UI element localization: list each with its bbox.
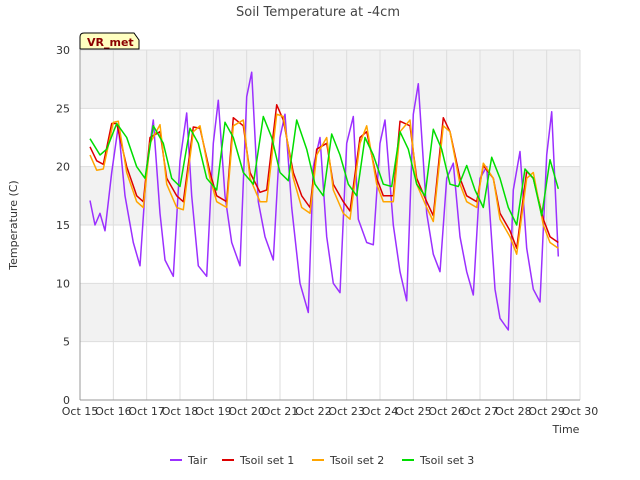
x-tick-label: Oct 18 (162, 405, 199, 418)
legend: Tair Tsoil set 1 Tsoil set 2 Tsoil set 3 (170, 454, 474, 467)
x-tick-label: Oct 15 (62, 405, 99, 418)
badge-text: VR_met (87, 36, 134, 49)
axes (79, 50, 580, 401)
badge-box (79, 32, 140, 50)
chart-title: Soil Temperature at -4cm (236, 5, 400, 20)
x-tick-label: Oct 29 (528, 405, 565, 418)
vr-met-badge: VR_met (79, 32, 140, 50)
y-tick-label: 0 (63, 394, 70, 407)
x-axis-label: Time (552, 423, 580, 436)
y-tick-label: 10 (56, 277, 70, 290)
x-tick-label: Oct 19 (195, 405, 232, 418)
y-tick-label: 20 (56, 161, 70, 174)
x-tick-label: Oct 20 (228, 405, 265, 418)
series-group (89, 71, 560, 331)
plot-band (80, 283, 580, 342)
y-tick-label: 5 (63, 336, 70, 349)
plot-band (80, 341, 580, 400)
series-line-tsoil-set-3 (89, 115, 560, 226)
plot-bands (80, 50, 580, 400)
y-tick-label: 30 (56, 44, 70, 57)
x-tick-label: Oct 21 (262, 405, 299, 418)
x-tick-label: Oct 16 (95, 405, 132, 418)
series-line-tsoil-set-2 (89, 113, 559, 255)
x-tick-label: Oct 24 (362, 405, 399, 418)
x-tick-label: Oct 22 (295, 405, 332, 418)
legend-label: Tsoil set 2 (329, 454, 384, 467)
y-tick-label: 25 (56, 102, 70, 115)
x-tick-label: Oct 25 (395, 405, 432, 418)
legend-label: Tsoil set 3 (419, 454, 474, 467)
x-tick-label: Oct 26 (428, 405, 465, 418)
x-tick-label: Oct 23 (328, 405, 365, 418)
y-tick-label: 15 (56, 219, 70, 232)
legend-label: Tsoil set 1 (239, 454, 294, 467)
x-tick-label: Oct 17 (128, 405, 165, 418)
x-tick-label: Oct 27 (462, 405, 499, 418)
x-tick-label: Oct 28 (495, 405, 532, 418)
plot-band (80, 225, 580, 284)
y-axis-label: Temperature (C) (7, 180, 20, 270)
x-tick-label: Oct 30 (562, 405, 599, 418)
plot-band (80, 50, 580, 109)
legend-label: Tair (187, 454, 208, 467)
